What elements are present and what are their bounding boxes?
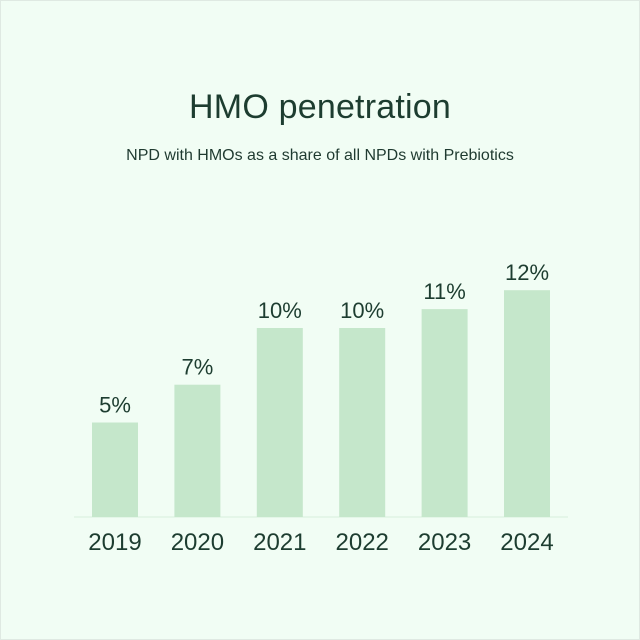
- x-tick-label-2020: 2020: [171, 529, 224, 556]
- bar-2021: [256, 328, 303, 517]
- bar-2022: [339, 328, 386, 517]
- x-tick-label-2023: 2023: [418, 529, 471, 556]
- value-label-2019: 5%: [99, 393, 131, 418]
- value-label-2023: 11%: [423, 279, 465, 304]
- x-tick-label-2021: 2021: [253, 529, 306, 556]
- x-tick-labels-group: 2019 2020 2021 2022 2023 2024: [88, 529, 553, 556]
- chart-subtitle: NPD with HMOs as a share of all NPDs wit…: [126, 147, 514, 164]
- bar-2019: [92, 422, 138, 517]
- value-label-2021: 10%: [258, 298, 302, 323]
- x-tick-label-2019: 2019: [88, 529, 141, 556]
- bar-2023: [421, 309, 468, 517]
- value-label-2024: 12%: [505, 260, 549, 285]
- value-label-2020: 7%: [182, 355, 214, 380]
- value-label-2022: 10%: [340, 298, 384, 323]
- bar-2020: [174, 384, 221, 517]
- chart-title: HMO penetration: [189, 88, 451, 126]
- bar-2024: [504, 290, 550, 517]
- value-labels-group: 5% 7% 10% 10% 11% 12%: [99, 260, 549, 417]
- x-tick-label-2024: 2024: [500, 529, 553, 556]
- x-tick-label-2022: 2022: [336, 529, 389, 556]
- bars-group: [92, 290, 550, 517]
